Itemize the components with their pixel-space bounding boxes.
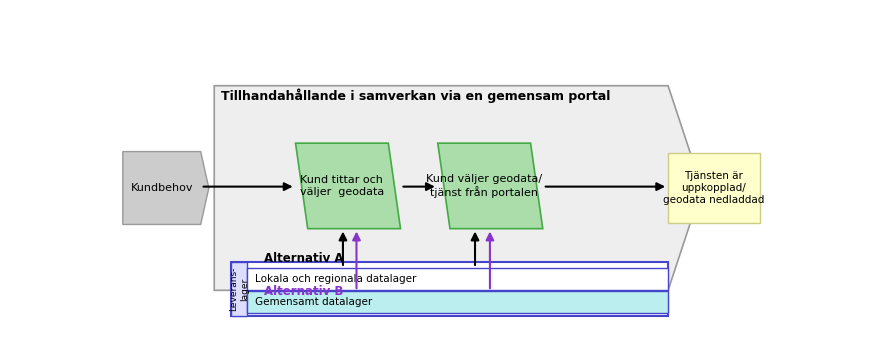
Text: Kund väljer geodata/
tjänst från portalen: Kund väljer geodata/ tjänst från portale…	[427, 174, 542, 198]
Text: Tillhandahållande i samverkan via en gemensam portal: Tillhandahållande i samverkan via en gem…	[221, 88, 610, 103]
Text: Leverans-
lager: Leverans- lager	[229, 267, 249, 311]
Polygon shape	[438, 143, 543, 229]
Bar	[231, 262, 668, 316]
Text: Lokala och regionala datalager: Lokala och regionala datalager	[255, 274, 416, 284]
Text: Gemensamt datalager: Gemensamt datalager	[255, 297, 372, 307]
Text: Kundbehov: Kundbehov	[130, 183, 193, 193]
Text: Tjänsten är
uppkopplad/
geodata nedladdad: Tjänsten är uppkopplad/ geodata nedladda…	[663, 171, 765, 205]
Polygon shape	[214, 86, 702, 290]
Bar	[246, 268, 668, 290]
Bar	[246, 291, 668, 313]
Text: Alternativ A: Alternativ A	[264, 252, 343, 265]
Polygon shape	[295, 143, 400, 229]
Polygon shape	[122, 151, 209, 225]
Bar	[231, 262, 246, 316]
Text: Alternativ B: Alternativ B	[264, 285, 343, 298]
Text: Kund tittar och
väljer  geodata: Kund tittar och väljer geodata	[300, 175, 384, 197]
Bar	[668, 153, 760, 223]
